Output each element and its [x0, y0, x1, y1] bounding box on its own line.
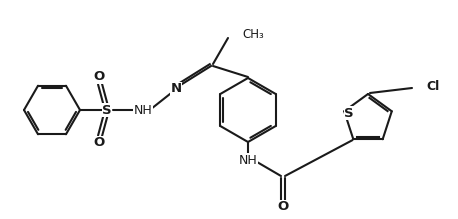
Text: S: S — [102, 104, 112, 117]
Text: O: O — [278, 201, 289, 214]
Text: NH: NH — [239, 154, 257, 166]
Text: O: O — [93, 136, 104, 150]
Text: NH: NH — [134, 104, 153, 117]
Text: CH₃: CH₃ — [242, 28, 264, 41]
Text: Cl: Cl — [426, 79, 439, 92]
Text: S: S — [344, 107, 354, 120]
Text: N: N — [170, 83, 181, 95]
Text: O: O — [93, 71, 104, 83]
